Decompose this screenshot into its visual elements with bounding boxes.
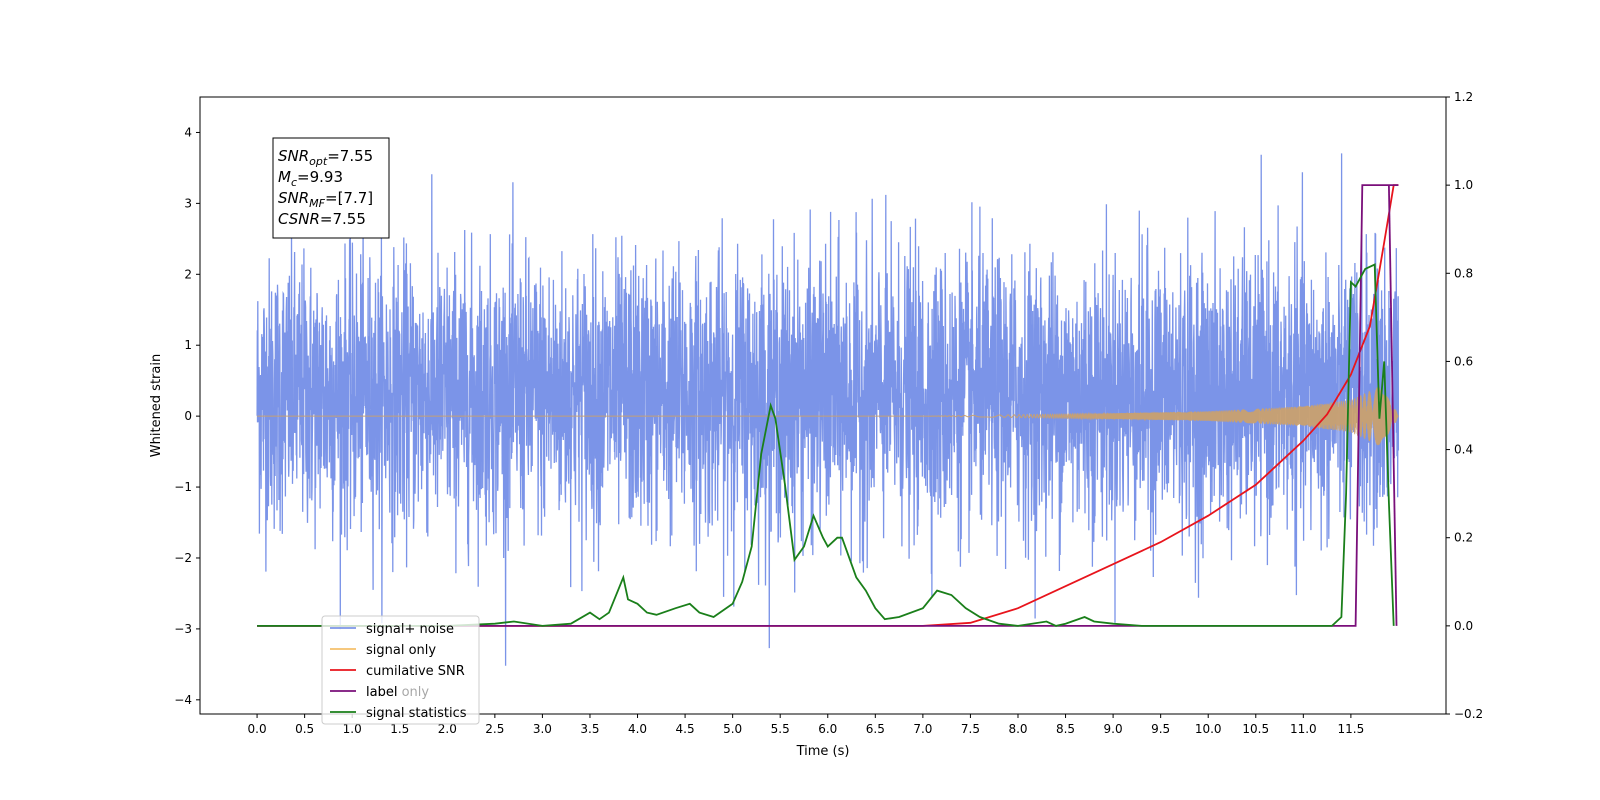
annotation-line: Mc=9.93: [278, 168, 343, 189]
x-tick-label: 4.0: [628, 722, 647, 736]
x-tick-label: 2.5: [485, 722, 504, 736]
x-tick-label: 1.5: [390, 722, 409, 736]
y-tick-label: 4: [184, 125, 192, 139]
legend-entry: signal only: [366, 643, 436, 658]
y-axis-label: Whitened strain: [149, 354, 164, 457]
x-tick-label: 6.0: [818, 722, 837, 736]
signal-only-line: [257, 387, 1399, 446]
annotation-frame: [272, 137, 390, 239]
y2-tick-label: −0.2: [1454, 707, 1483, 721]
x-tick-label: 10.5: [1242, 722, 1269, 736]
x-axis: 0.0 0.5 1.0 1.5 2.0 2.5 3.0 3.5 4.0 4.5 5.0 5.5 6.0 6…: [248, 714, 1365, 736]
plot-frame: [199, 96, 1447, 715]
x-tick-label: 3.5: [580, 722, 599, 736]
x-tick-label: 8.0: [1008, 722, 1027, 736]
x-tick-label: 5.0: [723, 722, 742, 736]
y2-tick-label: 1.0: [1454, 178, 1473, 192]
x-tick-label: 0.5: [295, 722, 314, 736]
x-tick-label: 11.0: [1290, 722, 1317, 736]
y-tick-label: 0: [184, 409, 192, 423]
y-tick-label: 3: [184, 196, 192, 210]
signal-plus-noise-series: [256, 153, 1400, 666]
y2-tick-label: 1.2: [1454, 90, 1473, 104]
y2-tick-label: 0.8: [1454, 266, 1473, 280]
x-tick-label: 3.0: [533, 722, 552, 736]
y2-tick-label: 0.0: [1454, 619, 1473, 633]
annotation-line: SNRopt=7.55: [278, 147, 373, 168]
y-axis-right: 1.2 1.0 0.8 0.6 0.4 0.2 0.0 −0.2: [1446, 90, 1483, 721]
signal-only-series: [257, 387, 1399, 446]
x-tick-label: 2.0: [438, 722, 457, 736]
y2-tick-label: 0.6: [1454, 354, 1473, 368]
annotation-line: SNRMF=[7.7]: [278, 189, 373, 210]
signal-plus-noise-line: [256, 153, 1400, 666]
y-tick-label: −2: [174, 551, 192, 565]
legend-entry: label: [366, 685, 397, 700]
y-tick-label: −3: [174, 622, 192, 636]
legend-entry-hidden: label only: [366, 685, 429, 700]
x-tick-label: 10.0: [1195, 722, 1222, 736]
y-tick-label: −4: [174, 693, 192, 707]
x-tick-label: 1.0: [343, 722, 362, 736]
x-tick-label: 7.0: [913, 722, 932, 736]
x-tick-label: 0.0: [248, 722, 267, 736]
y-tick-label: 2: [184, 267, 192, 281]
x-tick-label: 8.5: [1056, 722, 1075, 736]
x-axis-label: Time (s): [796, 744, 850, 759]
legend-frame: [321, 615, 480, 725]
x-tick-label: 6.5: [866, 722, 885, 736]
y-axis-left: 4 3 2 1 0 −1 −2 −3 −4: [174, 125, 200, 707]
y2-tick-label: 0.2: [1454, 531, 1473, 545]
legend-entry: signal statistics: [366, 706, 467, 721]
x-tick-label: 4.5: [676, 722, 695, 736]
signal-statistics-line: [257, 263, 1395, 627]
right-axis-series: [257, 184, 1399, 627]
cumilative-snr-line: [257, 184, 1399, 627]
x-tick-label: 9.0: [1104, 722, 1123, 736]
x-tick-label: 5.5: [771, 722, 790, 736]
x-tick-label: 9.5: [1151, 722, 1170, 736]
y-tick-label: 1: [184, 338, 192, 352]
y2-tick-label: 0.4: [1454, 443, 1473, 457]
x-tick-label: 7.5: [961, 722, 980, 736]
legend-entry: signal+ noise: [366, 622, 454, 637]
y-tick-label: −1: [174, 480, 192, 494]
legend: signal+ noise signal only cumilative SNR la…: [321, 615, 480, 725]
annotation-line: CSNR=7.55: [278, 210, 366, 228]
x-tick-label: 11.5: [1338, 722, 1365, 736]
legend-entry: cumilative SNR: [366, 664, 465, 679]
label-only-line: [1388, 185, 1398, 626]
